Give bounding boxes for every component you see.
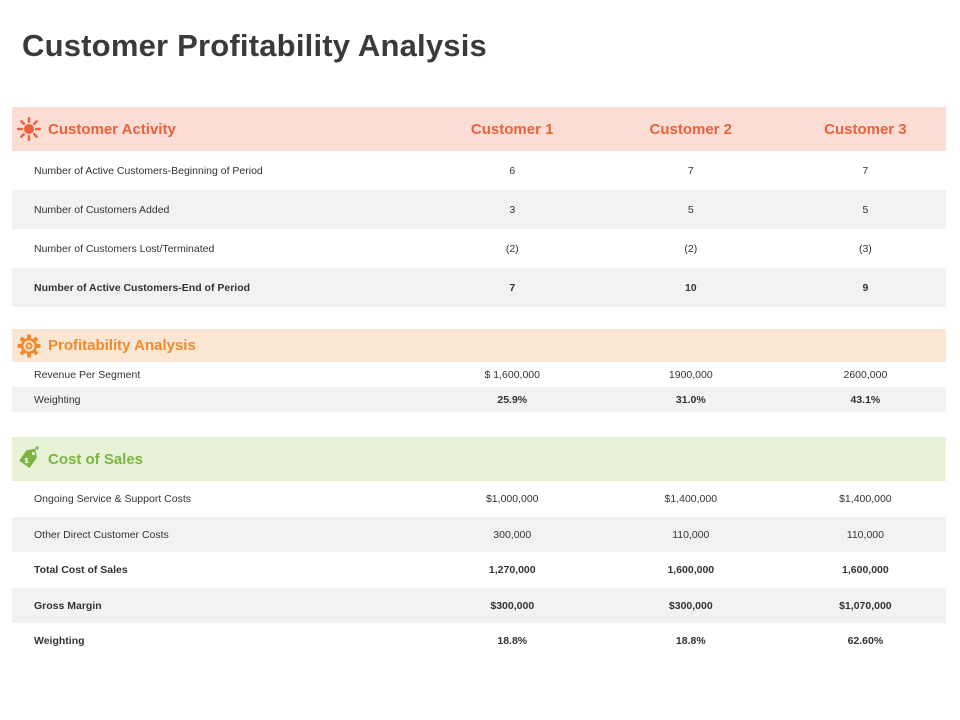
cell-value: $300,000	[490, 599, 535, 612]
cell-value: 31.0%	[675, 393, 706, 406]
profitability-analysis-table: Profitability Analysis Revenue Per Segme…	[12, 329, 946, 412]
cell-value: $1,070,000	[839, 599, 892, 612]
cell-value: (3)	[858, 242, 872, 255]
sun-burst-icon	[17, 117, 41, 141]
row-label: Ongoing Service & Support Costs	[34, 493, 191, 505]
cell-value: 9	[862, 281, 869, 294]
cell-value: 5	[862, 203, 869, 216]
cell-value: 1,600,000	[842, 564, 889, 576]
table-row: Number of Customers Lost/Terminated (2) …	[12, 229, 946, 268]
cell-value: $ 1,600,000	[484, 368, 540, 381]
customer-activity-header: Customer Activity Customer 1 Customer 2 …	[12, 107, 946, 151]
table-row: Weighting 25.9% 31.0% 43.1%	[12, 387, 946, 412]
cell-value: 1,600,000	[667, 564, 715, 576]
cell-value: 7	[687, 164, 694, 177]
table-row: Total Cost of Sales 1,270,000 1,600,000 …	[12, 552, 946, 588]
cell-value: (2)	[684, 242, 698, 255]
table-row: Ongoing Service & Support Costs $1,000,0…	[12, 481, 946, 517]
row-label: Number of Active Customers-End of Period	[34, 281, 251, 294]
cell-value: 62.60%	[847, 635, 884, 647]
row-label: Revenue Per Segment	[34, 368, 141, 381]
column-customer-1: Customer 1	[470, 120, 554, 138]
cost-of-sales-label: Cost of Sales	[48, 450, 144, 468]
table-row: Number of Active Customers-End of Period…	[12, 268, 946, 307]
cell-value: 110,000	[846, 528, 884, 541]
table-row: Number of Active Customers-Beginning of …	[12, 151, 946, 190]
cell-value: $1,400,000	[664, 493, 718, 505]
row-label: Other Direct Customer Costs	[34, 528, 169, 541]
cell-value: $1,000,000	[485, 493, 539, 505]
column-customer-2: Customer 2	[649, 120, 733, 138]
cell-value: (2)	[505, 242, 519, 255]
cell-value: 3	[509, 203, 516, 216]
customer-activity-label: Customer Activity	[48, 120, 176, 138]
row-label: Number of Customers Added	[34, 203, 170, 216]
cell-value: 10	[684, 281, 697, 294]
table-row: Gross Margin $300,000 $300,000 $1,070,00…	[12, 588, 946, 623]
cell-value: $1,400,000	[839, 493, 892, 505]
table-row: Weighting 18.8% 18.8% 62.60%	[12, 623, 946, 659]
gear-target-icon	[17, 334, 41, 357]
page-title: Customer Profitability Analysis	[22, 28, 487, 63]
table-row: Other Direct Customer Costs 300,000 110,…	[12, 517, 946, 552]
profitability-analysis-label: Profitability Analysis	[48, 337, 196, 354]
profitability-analysis-header: Profitability Analysis	[12, 329, 946, 362]
cost-of-sales-header: $ Cost of Sales	[12, 437, 946, 481]
row-label: Weighting	[34, 393, 81, 406]
row-label: Total Cost of Sales	[34, 564, 128, 576]
price-tag-icon: $	[19, 446, 39, 469]
table-row: Number of Customers Added 3 5 5	[12, 190, 946, 229]
cell-value: 43.1%	[850, 393, 881, 406]
table-row: Revenue Per Segment $ 1,600,000 1900,000…	[12, 362, 946, 387]
cell-value: 18.8%	[497, 635, 528, 647]
cell-value: 7	[862, 164, 869, 177]
cell-value: 1900,000	[668, 368, 713, 381]
row-label: Weighting	[34, 635, 85, 647]
column-customer-3: Customer 3	[824, 120, 907, 138]
cell-value: 7	[509, 281, 516, 294]
cell-value: 2600,000	[843, 368, 888, 381]
row-label: Number of Customers Lost/Terminated	[34, 242, 215, 255]
customer-activity-table: Customer Activity Customer 1 Customer 2 …	[12, 107, 946, 307]
cell-value: 25.9%	[497, 393, 528, 406]
row-label: Gross Margin	[34, 599, 102, 612]
cell-value: 6	[509, 164, 516, 177]
row-label: Number of Active Customers-Beginning of …	[34, 164, 263, 177]
cost-of-sales-table: $ Cost of Sales Ongoing Service & Suppor…	[12, 437, 946, 659]
cell-value: 18.8%	[675, 635, 706, 647]
cell-value: 1,270,000	[488, 564, 536, 576]
cell-value: $300,000	[668, 599, 713, 612]
cell-value: 5	[687, 203, 694, 216]
svg-text:$: $	[25, 458, 29, 465]
cell-value: 300,000	[493, 528, 532, 541]
cell-value: 110,000	[672, 528, 710, 541]
